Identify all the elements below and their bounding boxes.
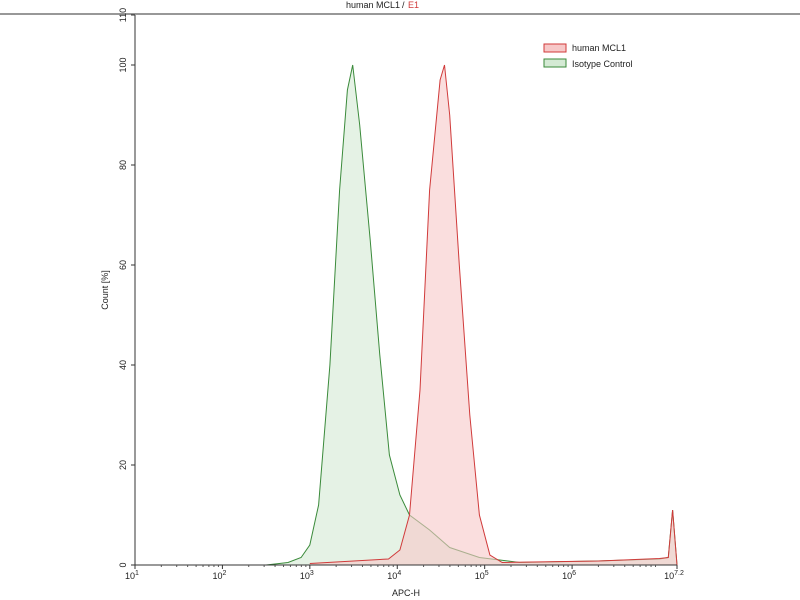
x-axis-label: APC-H (392, 588, 420, 598)
legend-item-isotype-control: Isotype Control (543, 58, 633, 69)
series-layer (266, 64, 678, 566)
x-tick-label: 106 (562, 570, 576, 581)
x-tick-label: 105 (475, 570, 489, 581)
y-tick-label: 100 (118, 57, 128, 72)
legend-label-isotype-control: Isotype Control (572, 59, 633, 69)
y-tick-label: 0 (118, 562, 128, 567)
y-tick-label: 20 (118, 460, 128, 470)
series-fill-isotype-control (266, 65, 677, 565)
title-suffix: E1 (408, 0, 419, 10)
y-tick-label: 40 (118, 360, 128, 370)
chart-title: human MCL1 / E1 (346, 0, 419, 10)
legend: human MCL1 Isotype Control (543, 43, 633, 69)
axes: 0 20 40 60 80 100 110 101 102 103 104 105 106 107.2 (118, 8, 684, 581)
series-line-human-mcl1 (309, 64, 678, 566)
x-tick-label: 107.2 (664, 570, 684, 581)
y-tick-label: 80 (118, 160, 128, 170)
x-tick-label: 103 (300, 570, 314, 581)
title-main: human MCL1 (346, 0, 400, 10)
y-tick-label: 60 (118, 260, 128, 270)
legend-swatch-human-mcl1 (543, 43, 567, 53)
x-tick-label: 104 (387, 570, 401, 581)
legend-label-human-mcl1: human MCL1 (572, 43, 626, 53)
x-tick-label: 102 (212, 570, 226, 581)
title-separator: / (402, 0, 405, 10)
x-tick-label: 101 (125, 570, 139, 581)
legend-swatch-isotype-control (543, 58, 567, 68)
legend-item-human-mcl1: human MCL1 (543, 43, 626, 53)
y-axis-label: Count [%] (100, 270, 110, 310)
y-tick-label: 110 (118, 8, 128, 22)
